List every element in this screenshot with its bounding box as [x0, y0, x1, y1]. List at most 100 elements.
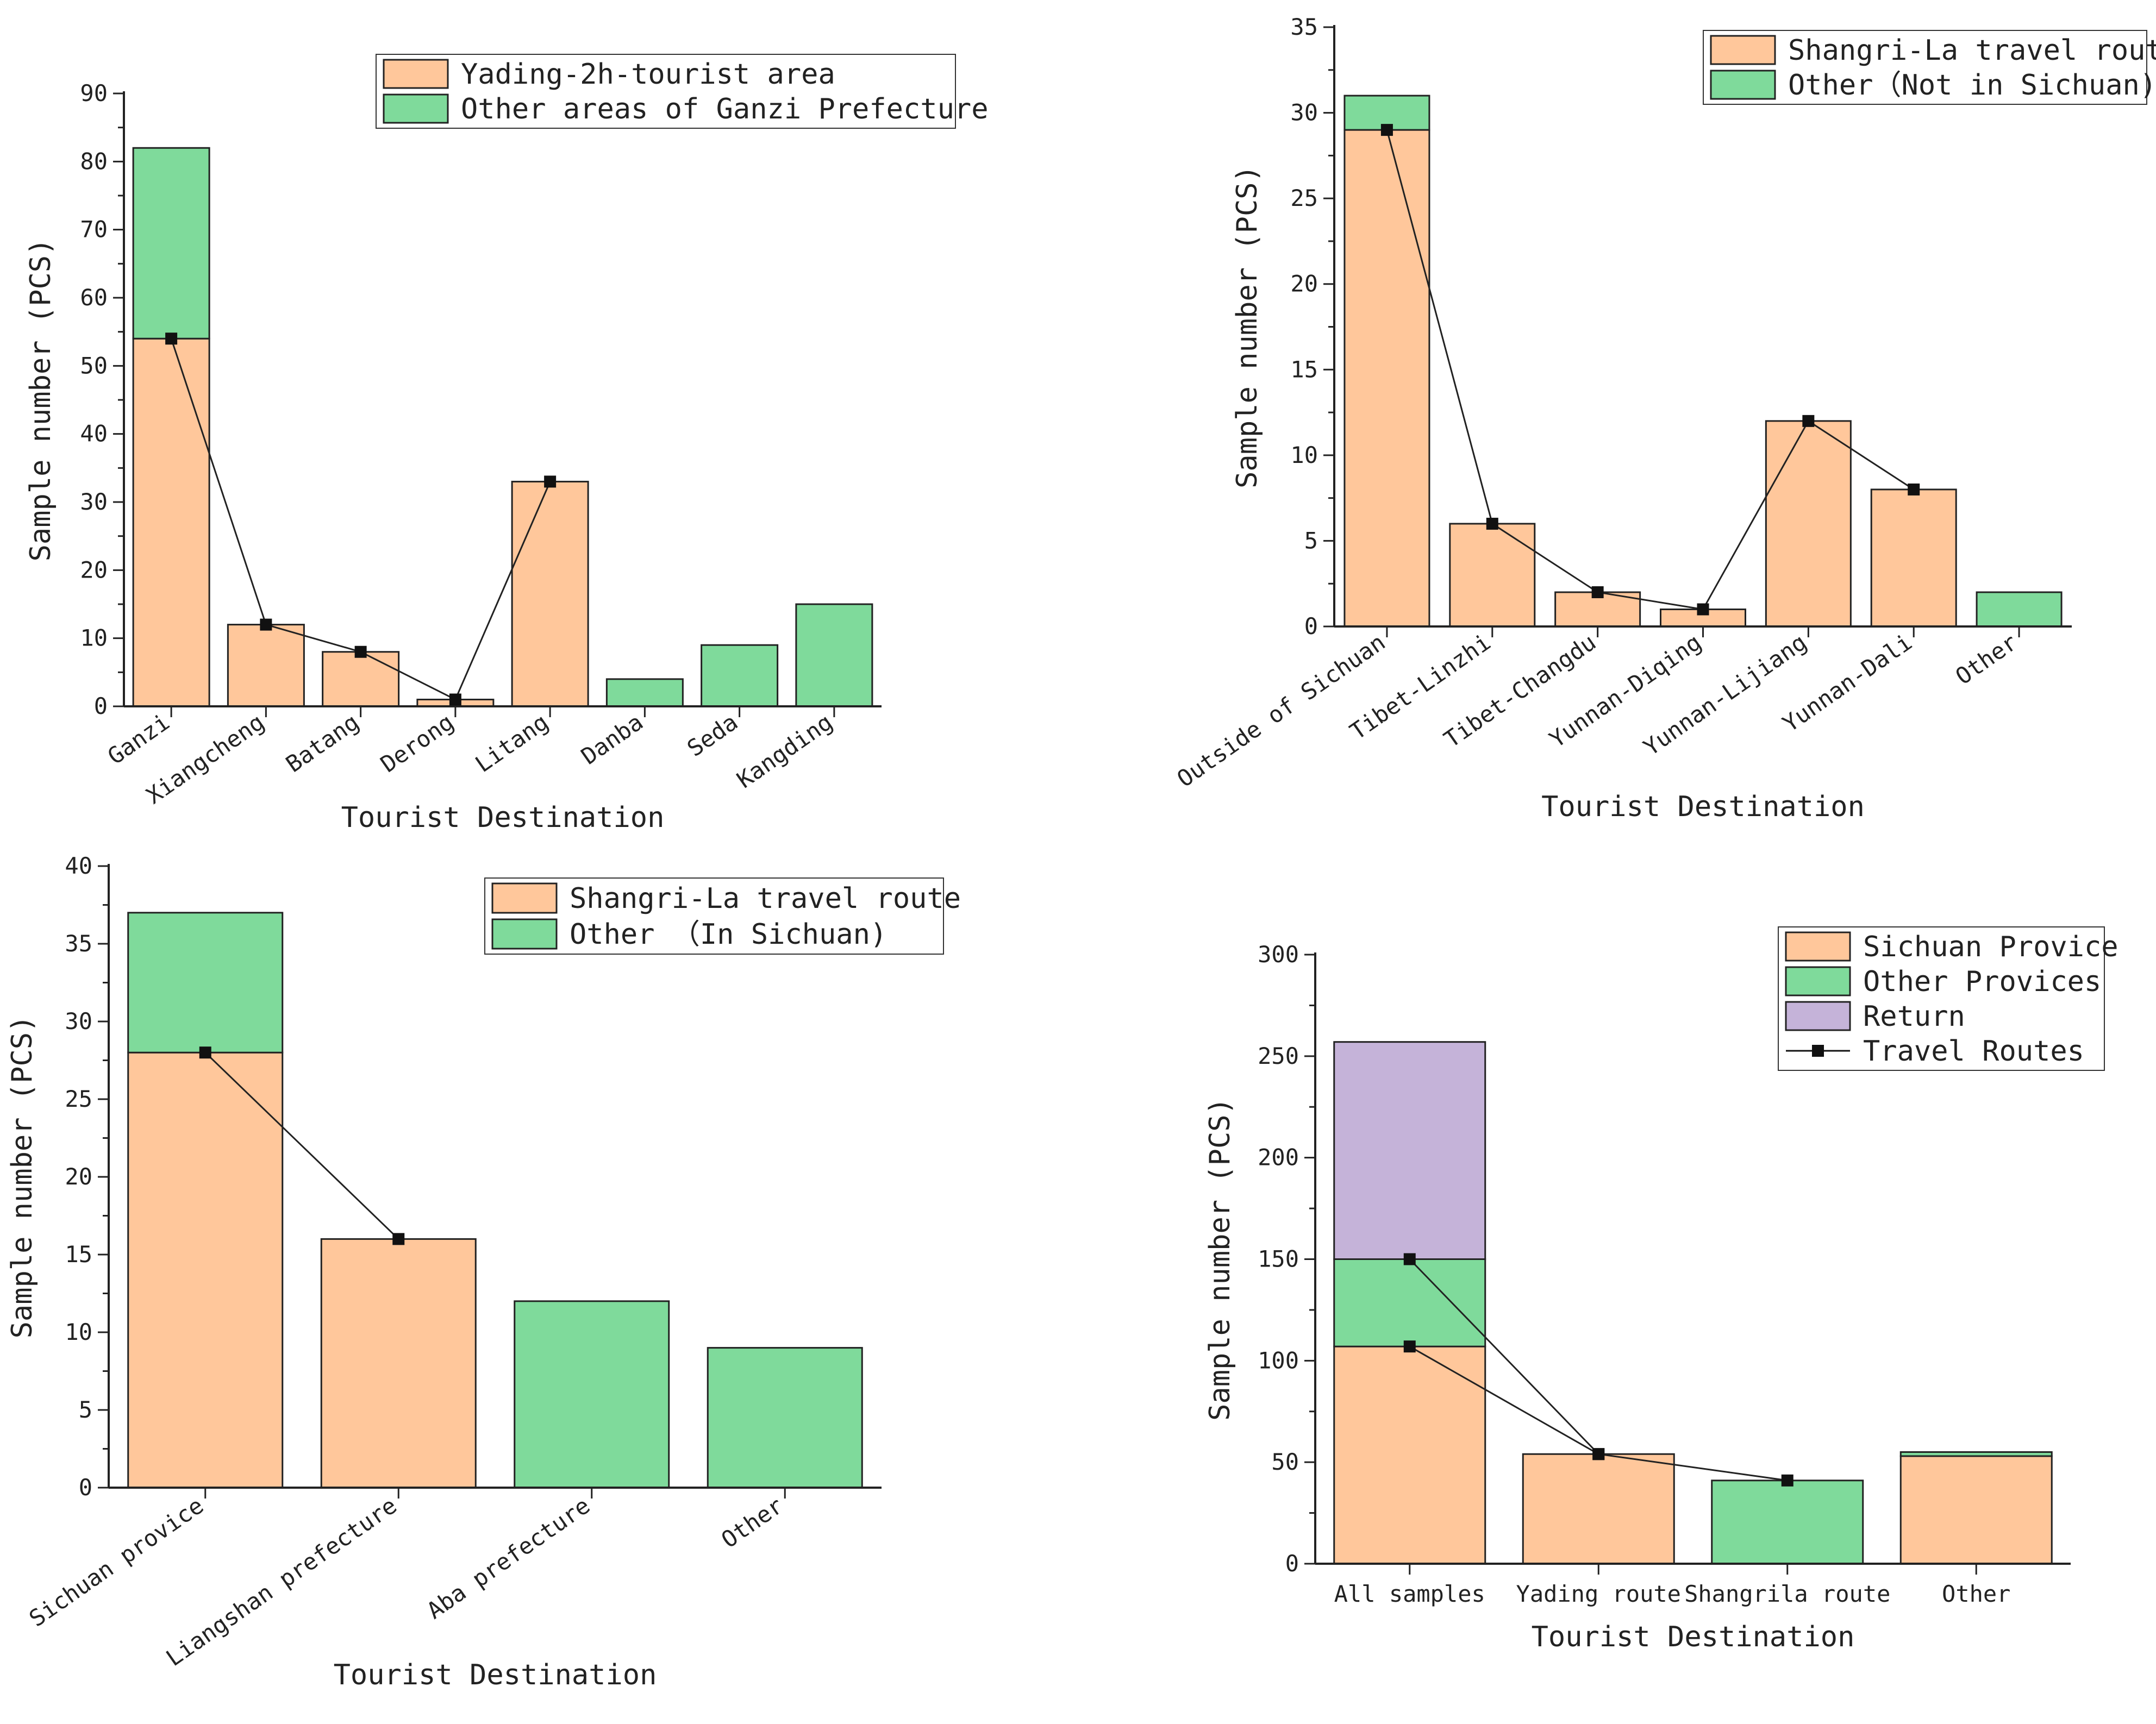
- line-marker-ganzi: [165, 333, 178, 345]
- line-marker-yunnan-lijiang: [1802, 415, 1815, 427]
- bar-sichuan-provice-orange: [127, 1051, 284, 1489]
- y-tick-label: 40: [80, 421, 108, 447]
- legend-label-shangri-la-travel-route: Shangri-La travel route: [570, 882, 961, 915]
- line-marker-yunnan-dali: [1908, 483, 1920, 496]
- legend-box: [484, 877, 944, 955]
- route-line-2: [1409, 1258, 1599, 1455]
- route-line-1: [1386, 129, 1915, 611]
- legend-label-sichuan-provice: Sichuan Provice: [1863, 931, 2118, 963]
- line-marker-tibet-linzhi: [1486, 517, 1498, 530]
- bar-ganzi-green: [132, 147, 210, 340]
- y-tick-label: 5: [79, 1396, 92, 1423]
- legend-box: [376, 54, 956, 129]
- legend-label-other-not-in-sichuan: Other（Not in Sichuan): [1788, 69, 2156, 102]
- bar-yunnan-dali-orange: [1870, 488, 1957, 628]
- y-tick-label: 25: [65, 1086, 92, 1112]
- line-marker-sichuan-provice: [199, 1046, 211, 1059]
- line-marker-xiangcheng: [260, 618, 272, 631]
- bar-other-orange: [1899, 1455, 2053, 1565]
- legend-swatch-green: [1785, 966, 1851, 996]
- y-tick-label: 0: [1285, 1550, 1299, 1577]
- y-tick-label: 30: [1290, 99, 1318, 126]
- y-tick-label: 90: [80, 80, 108, 106]
- x-tick-label-outside-of-sichuan: Outside of Sichuan: [1172, 629, 1390, 792]
- bar-other-green: [1976, 591, 2063, 628]
- y-tick-label: 80: [80, 148, 108, 174]
- x-tick-label-other: Other: [1951, 629, 2022, 690]
- bar-liangshan-prefecture-orange: [320, 1238, 477, 1489]
- line-marker-shangrila-route: [1781, 1474, 1793, 1487]
- y-axis-title: Sample number (PCS): [1204, 1098, 1236, 1421]
- y-tick-label: 10: [80, 625, 108, 651]
- legend-label-return: Return: [1863, 1000, 1965, 1033]
- x-tick-label-sichuan-provice: Sichuan provice: [24, 1492, 209, 1632]
- chart-panel-d: 0 50 100 150 200 250 300 All samples Yading rout…: [1204, 926, 2118, 1653]
- legend-label-other-in-sichuan: Other （In Sichuan): [570, 918, 887, 951]
- line-marker-yunnan-diqing: [1697, 603, 1709, 616]
- legend-swatch-purple: [1785, 1001, 1851, 1031]
- legend-label-travel-routes: Travel Routes: [1863, 1035, 2084, 1068]
- legend-label-other-provices: Other Provices: [1863, 966, 2101, 998]
- legend-swatch-orange: [1710, 35, 1776, 65]
- legend-swatch-green: [491, 918, 558, 950]
- x-tick-label-litang: Litang: [470, 709, 553, 778]
- bar-danba-green: [605, 678, 684, 707]
- x-axis-title: Tourist Destination: [1532, 1621, 1855, 1653]
- x-tick-label-batang: Batang: [281, 709, 364, 778]
- y-tick-label: 0: [79, 1474, 92, 1501]
- x-tick-label-all-samples: All samples: [1334, 1581, 1485, 1607]
- x-tick-label-other: Other: [1942, 1581, 2010, 1607]
- x-tick-label-kangding: Kangding: [732, 709, 838, 793]
- y-tick-label: 25: [1290, 185, 1318, 211]
- y-tick-label: 50: [80, 352, 108, 379]
- line-marker-yading-route: [1592, 1448, 1605, 1460]
- y-axis-title: Sample number (PCS): [6, 1015, 39, 1339]
- bar-shangrila-route-green: [1711, 1479, 1864, 1565]
- x-axis-title: Tourist Destination: [1541, 791, 1865, 823]
- bar-kangding-green: [795, 603, 873, 707]
- legend-swatch-orange: [1785, 931, 1851, 962]
- y-tick-label: 250: [1258, 1043, 1299, 1069]
- y-tick-label: 70: [80, 216, 108, 243]
- y-tick-label: 35: [65, 930, 92, 957]
- y-tick-label: 60: [80, 284, 108, 311]
- line-marker-tibet-changdu: [1591, 586, 1604, 598]
- y-tick-label: 20: [65, 1163, 92, 1190]
- bar-yunnan-lijiang-orange: [1765, 420, 1852, 628]
- line-marker-liangshan-prefecture: [392, 1233, 405, 1245]
- line-marker-batang: [354, 645, 367, 658]
- y-tick-label: 300: [1258, 941, 1299, 968]
- y-tick-label: 20: [1290, 271, 1318, 297]
- bar-batang-orange: [322, 651, 400, 707]
- legend-swatch-orange: [383, 59, 449, 89]
- bar-yading-route-orange: [1522, 1453, 1675, 1565]
- y-tick-label: 5: [1304, 527, 1318, 554]
- line-marker-all-samples: [1403, 1253, 1416, 1265]
- legend-line-marker: [1812, 1045, 1824, 1057]
- bar-all-samples-purple: [1333, 1041, 1486, 1260]
- bar-all-samples-green: [1333, 1258, 1486, 1347]
- bar-ganzi-orange: [132, 337, 210, 707]
- bar-litang-orange: [511, 480, 589, 707]
- bar-aba-prefecture-green: [514, 1300, 670, 1489]
- legend-label-yading-2h-tourist-area: Yading-2h-tourist area: [461, 58, 835, 91]
- y-tick-label: 15: [1290, 356, 1318, 383]
- bar-tibet-linzhi-orange: [1449, 523, 1536, 628]
- y-tick-label: 15: [65, 1241, 92, 1268]
- y-tick-label: 200: [1258, 1144, 1299, 1171]
- bar-other-green: [707, 1347, 863, 1489]
- y-tick-label: 0: [1304, 613, 1318, 640]
- x-tick-label-shangrila-route: Shangrila route: [1684, 1581, 1890, 1607]
- legend-label-shangri-la-travel-route: Shangri-La travel route: [1788, 34, 2156, 67]
- y-tick-label: 0: [94, 693, 108, 719]
- bar-outside-of-sichuan-orange: [1343, 129, 1430, 628]
- y-tick-label: 10: [65, 1319, 92, 1345]
- y-tick-label: 30: [80, 488, 108, 515]
- x-tick-label-danba: Danba: [576, 709, 648, 770]
- bar-all-samples-orange: [1333, 1345, 1486, 1565]
- legend-label-other-areas-of-ganzi-prefecture: Other areas of Ganzi Prefecture: [461, 93, 989, 126]
